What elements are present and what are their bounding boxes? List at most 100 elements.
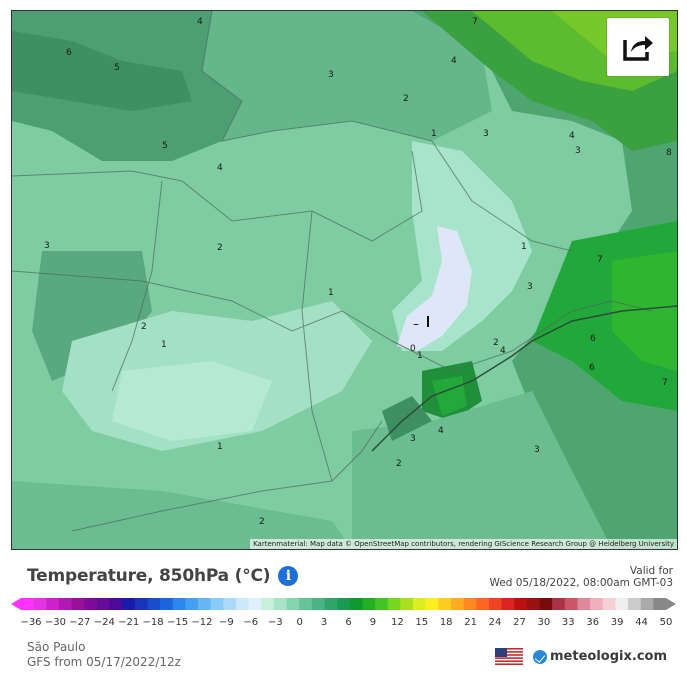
weather-map[interactable]: – 4 6 5 3 2 1 4 3 5 4 7 4 3 8 3 2 1 1 2 … bbox=[11, 10, 678, 550]
scale-swatch bbox=[324, 598, 338, 610]
valid-time: Wed 05/18/2022, 08:00am GMT-03 bbox=[489, 577, 673, 589]
contour-label: 2 bbox=[217, 243, 223, 253]
contour-label: 1 bbox=[417, 351, 423, 361]
brand-name: meteologix.com bbox=[550, 649, 667, 664]
scale-swatch bbox=[172, 598, 186, 610]
contour-label: 3 bbox=[534, 445, 540, 455]
scale-tick-label: −36 bbox=[20, 617, 42, 628]
scale-tick-label: −3 bbox=[267, 617, 283, 628]
scale-tick-label: −21 bbox=[118, 617, 140, 628]
us-flag-icon[interactable] bbox=[495, 648, 524, 665]
contour-label: 3 bbox=[527, 282, 533, 292]
contour-label: 1 bbox=[217, 442, 223, 452]
scale-swatch bbox=[21, 598, 35, 610]
contour-label: 0 bbox=[410, 344, 416, 354]
color-scale-labels: −36 −30 −27 −24 −21 −18 −15 −12 −9 −6 −3 0 3 6 9 12 15 18… bbox=[0, 617, 687, 631]
contour-label: 3 bbox=[44, 241, 50, 251]
contour-label: 4 bbox=[451, 56, 457, 66]
contour-label: 1 bbox=[161, 340, 167, 350]
scale-swatch bbox=[273, 598, 288, 610]
scale-swatch bbox=[311, 598, 326, 610]
scale-swatch bbox=[552, 598, 566, 610]
share-button[interactable] bbox=[607, 18, 669, 76]
contour-label: 4 bbox=[569, 131, 575, 141]
scale-tick-label: −24 bbox=[93, 617, 115, 628]
temperature-field: – bbox=[12, 11, 677, 549]
scale-right-arrow bbox=[666, 598, 676, 610]
info-icon[interactable]: i bbox=[278, 566, 299, 586]
scale-swatch bbox=[514, 598, 528, 610]
color-scale bbox=[11, 598, 676, 610]
scale-tick-label: 15 bbox=[415, 617, 429, 628]
contour-label: 2 bbox=[403, 94, 409, 104]
scale-swatch bbox=[337, 598, 351, 610]
scale-swatch bbox=[463, 598, 477, 610]
contour-label: 7 bbox=[662, 378, 668, 388]
scale-tick-label: 36 bbox=[586, 617, 600, 628]
scale-swatch bbox=[362, 598, 376, 610]
scale-tick-label: 6 bbox=[345, 617, 352, 628]
chart-header: Temperature, 850hPa (°C) i bbox=[27, 566, 299, 586]
contour-label: 1 bbox=[521, 242, 527, 252]
scale-tick-label: 3 bbox=[320, 617, 328, 628]
map-attribution: Kartenmaterial: Map data © OpenStreetMap… bbox=[250, 539, 677, 549]
scale-tick-label: 0 bbox=[296, 617, 303, 628]
model-run: GFS from 05/17/2022/12z bbox=[27, 655, 181, 669]
contour-label: 4 bbox=[197, 17, 203, 27]
contour-label: 4 bbox=[217, 163, 223, 173]
scale-swatch bbox=[160, 598, 174, 610]
contour-label: 3 bbox=[575, 146, 581, 156]
contour-label: 2 bbox=[259, 517, 265, 527]
contour-label: 1 bbox=[328, 288, 334, 298]
scale-tick-label: 33 bbox=[561, 617, 575, 628]
contour-label: 6 bbox=[66, 48, 72, 58]
contour-label: 2 bbox=[141, 322, 147, 332]
scale-swatch bbox=[33, 598, 47, 610]
scale-left-arrow bbox=[11, 598, 21, 610]
scale-swatch bbox=[628, 598, 642, 610]
contour-label: 3 bbox=[410, 434, 416, 444]
scale-tick-label: −6 bbox=[243, 617, 259, 628]
contour-label: 8 bbox=[666, 148, 672, 158]
contour-label: 4 bbox=[438, 426, 444, 436]
scale-swatch bbox=[564, 598, 578, 610]
contour-label: 2 bbox=[493, 338, 499, 348]
scale-swatch bbox=[58, 598, 73, 610]
scale-swatch bbox=[299, 598, 313, 610]
contour-label: 1 bbox=[431, 129, 437, 139]
scale-tick-label: 24 bbox=[488, 617, 502, 628]
scale-tick-label: 39 bbox=[610, 617, 624, 628]
meteologix-logo-icon bbox=[533, 649, 548, 664]
contour-label: 6 bbox=[589, 363, 595, 373]
scale-tick-label: 44 bbox=[635, 617, 648, 628]
scale-tick-label: −15 bbox=[166, 617, 189, 628]
footer-brand: meteologix.com bbox=[495, 648, 667, 665]
brand-logo[interactable]: meteologix.com bbox=[533, 649, 667, 664]
contour-label: 6 bbox=[590, 334, 596, 344]
scale-swatch bbox=[451, 598, 465, 610]
scale-swatch bbox=[577, 598, 591, 610]
scale-tick-label: 21 bbox=[464, 617, 477, 628]
scale-swatch bbox=[223, 598, 237, 610]
scale-swatch bbox=[286, 598, 300, 610]
scale-swatch bbox=[248, 598, 262, 610]
contour-label: 7 bbox=[597, 255, 603, 265]
scale-swatch bbox=[46, 598, 60, 610]
valid-for-label: Valid for bbox=[629, 565, 673, 577]
scale-swatch bbox=[210, 598, 224, 610]
contour-label: 4 bbox=[500, 346, 506, 356]
location-name: São Paulo bbox=[27, 640, 86, 654]
scale-tick-label: 9 bbox=[369, 617, 377, 628]
scale-swatch bbox=[109, 598, 123, 610]
scale-swatch bbox=[476, 598, 490, 610]
scale-swatch bbox=[134, 598, 148, 610]
scale-swatch bbox=[375, 598, 389, 610]
scale-swatch bbox=[198, 598, 212, 610]
scale-swatch bbox=[349, 598, 363, 610]
scale-swatch bbox=[602, 598, 616, 610]
scale-tick-label: −30 bbox=[44, 617, 66, 628]
scale-swatch bbox=[413, 598, 427, 610]
scale-tick-label: −18 bbox=[142, 617, 164, 628]
scale-tick-label: 12 bbox=[390, 617, 404, 628]
scale-swatch bbox=[501, 598, 515, 610]
